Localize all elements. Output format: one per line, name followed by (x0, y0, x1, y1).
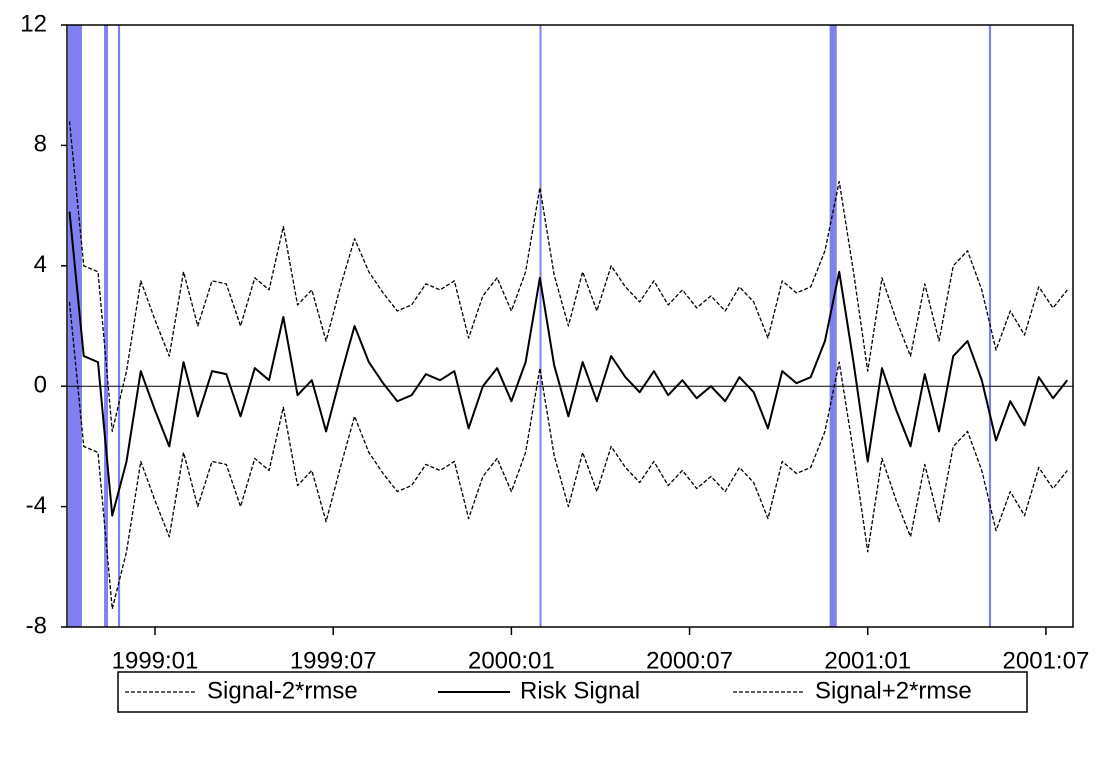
y-tick-label: 0 (34, 372, 47, 399)
series-line (68, 211, 1069, 517)
y-tick-label: 4 (34, 251, 47, 278)
plot-frame (66, 24, 1074, 628)
shaded-span (117, 25, 121, 627)
shade-layer (68, 25, 992, 627)
y-tick-label: 8 (34, 131, 47, 158)
x-tick-label: 1999:07 (290, 647, 377, 674)
legend-box (117, 671, 1028, 713)
x-tick-label: 2000:01 (468, 647, 555, 674)
shaded-span (104, 25, 108, 627)
x-tick-label: 2001:07 (1003, 647, 1090, 674)
x-tick-label: 1999:01 (112, 647, 199, 674)
y-tick-label: 12 (20, 10, 47, 37)
shaded-span (829, 25, 837, 627)
series-line (68, 301, 1068, 610)
legend-label: Signal-2*rmse (207, 677, 358, 704)
y-tick-label: -8 (26, 612, 47, 639)
legend-label: Risk Signal (520, 677, 640, 704)
series-line (68, 121, 1068, 432)
y-tick-label: -4 (26, 492, 47, 519)
x-tick-label: 2000:07 (646, 647, 733, 674)
shaded-span (539, 25, 542, 627)
line-layer (67, 121, 1073, 610)
shaded-span (68, 25, 82, 627)
legend-label: Signal+2*rmse (815, 677, 972, 704)
x-tick-label: 2001:01 (824, 647, 911, 674)
